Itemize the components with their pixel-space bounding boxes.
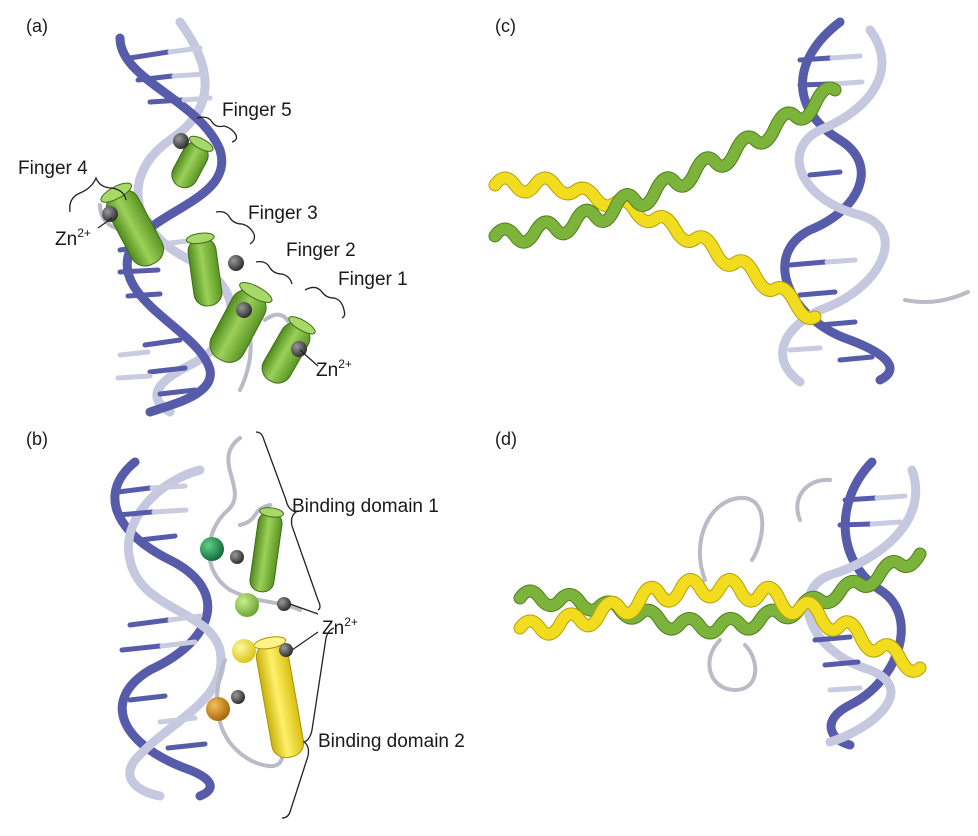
zn-leader-b [289, 603, 319, 651]
finger-3-label: Finger 3 [248, 203, 318, 224]
zn-leader-a1 [97, 217, 113, 229]
panel-a-base-pairs [115, 45, 213, 397]
alpha-helix-cylinder [253, 636, 305, 759]
domain-2-label: Binding domain 2 [318, 731, 465, 752]
panel-c-dna-helix [778, 17, 970, 387]
green-sphere [200, 537, 224, 561]
zinc-ion-sphere [102, 206, 118, 222]
panel-a-helix-cylinders [100, 135, 316, 384]
finger-4-bracket [69, 176, 127, 213]
zn-label-b: Zn2+ [322, 615, 358, 639]
alpha-helix-cylinder [185, 232, 223, 307]
finger-1-label: Finger 1 [338, 269, 408, 290]
panel-b-dna-helix [110, 457, 226, 801]
orange-sphere [206, 697, 230, 721]
panel-b-label: (b) [26, 429, 48, 449]
zinc-ion-sphere [236, 302, 252, 318]
zn-label-a1: Zn2+ [55, 226, 91, 250]
panel-c-label: (c) [495, 16, 516, 36]
finger-5-bracket [196, 116, 238, 143]
zn-leader-a2 [299, 349, 319, 367]
yellow-sphere [232, 639, 256, 663]
lightgreen-sphere [235, 593, 259, 617]
domain-2-bracket [281, 627, 335, 819]
panel-c: (c) [488, 16, 970, 387]
panel-b: (b) [26, 429, 465, 819]
domain-1-label: Binding domain 1 [292, 496, 439, 517]
alpha-helix-cylinder [100, 182, 165, 267]
panel-a-label: (a) [26, 16, 48, 36]
zn-label-a2: Zn2+ [316, 357, 352, 381]
alpha-helix-cylinder [209, 281, 273, 363]
zinc-ion-sphere [277, 597, 291, 611]
panel-d: (d) [495, 429, 927, 750]
alpha-helix-cylinder [261, 316, 316, 384]
zinc-ion-sphere [173, 133, 189, 149]
panel-a-zinc-ions [102, 133, 307, 357]
finger-1-bracket [304, 286, 346, 319]
finger-2-bracket [255, 260, 293, 285]
alpha-helix-cylinder [249, 507, 284, 593]
panel-c-coiled-coil [488, 81, 842, 325]
panel-b-base-pairs [115, 483, 208, 751]
finger-4-label: Finger 4 [18, 158, 88, 179]
zinc-ion-sphere [231, 690, 245, 704]
zinc-ion-sphere [279, 643, 293, 657]
finger-3-bracket [215, 210, 256, 245]
domain-1-bracket [255, 431, 321, 611]
finger-2-label: Finger 2 [286, 240, 356, 261]
panel-d-dna-helix [803, 457, 921, 750]
panel-a: (a) [18, 16, 408, 417]
finger-5-label: Finger 5 [222, 100, 292, 121]
panel-d-base-pairs [812, 493, 908, 693]
zinc-ion-sphere [230, 550, 244, 564]
panel-d-coiled-coil [513, 547, 927, 678]
panel-d-label: (d) [495, 429, 517, 449]
alpha-helix-cylinder [171, 135, 214, 189]
panel-b-protein [200, 436, 305, 768]
zinc-ion-sphere [228, 255, 244, 271]
